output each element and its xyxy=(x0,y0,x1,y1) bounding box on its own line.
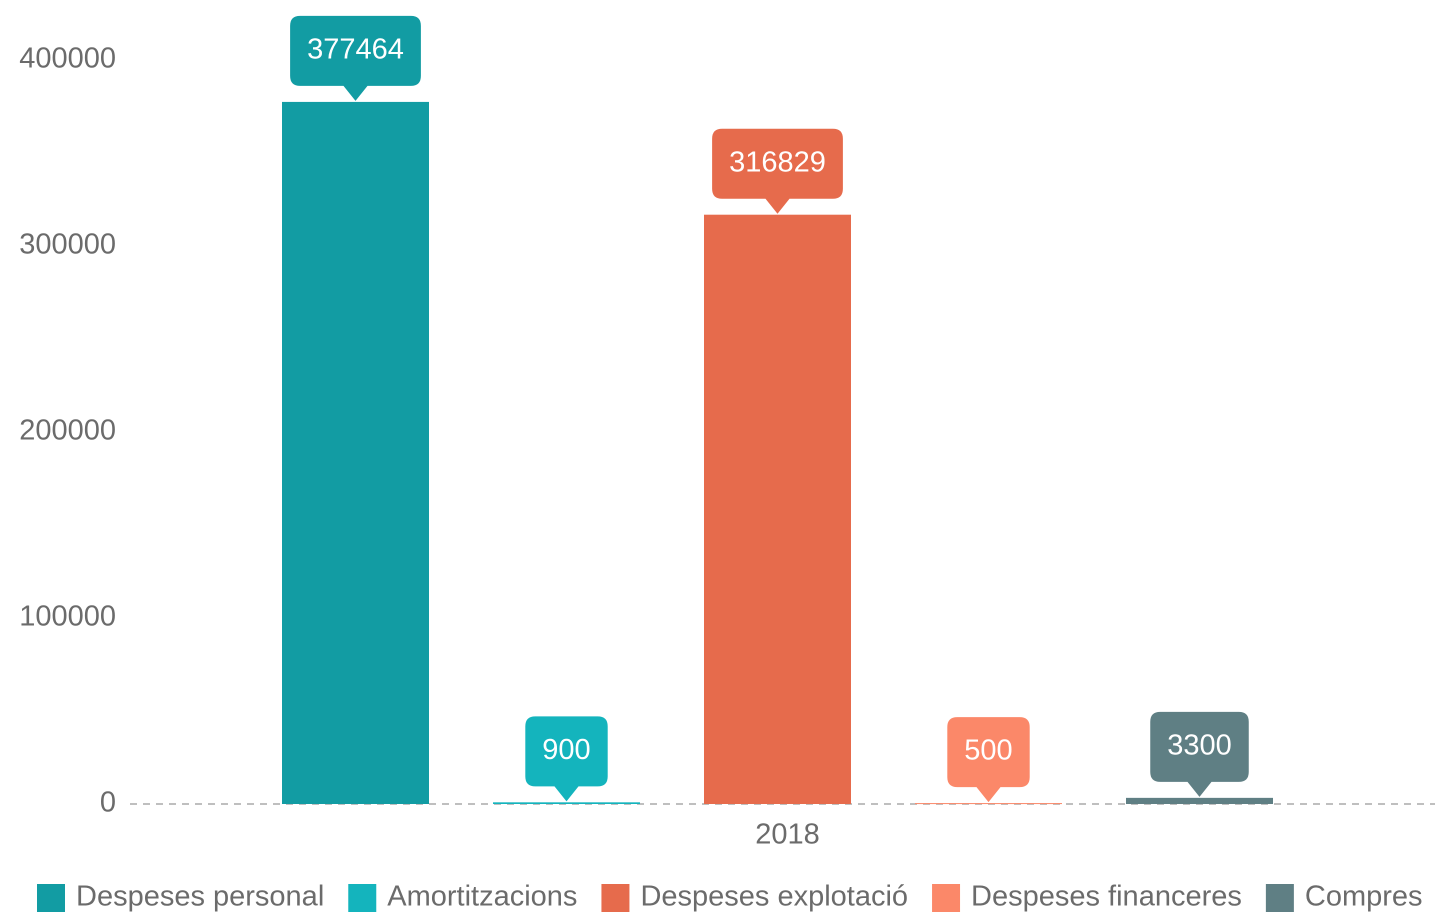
legend-swatch xyxy=(348,884,377,912)
y-tick-label: 300000 xyxy=(19,229,116,261)
data-label-bubble xyxy=(712,128,843,214)
legend-label: Despeses financeres xyxy=(971,881,1242,913)
bar xyxy=(915,803,1062,805)
x-tick-label: 2018 xyxy=(755,819,820,851)
legend-label: Amortitzacions xyxy=(387,881,577,913)
data-label-bubble xyxy=(525,716,608,802)
data-label-text: 3300 xyxy=(1167,730,1232,762)
data-label-text: 900 xyxy=(542,734,590,766)
data-label-bubble xyxy=(1150,711,1249,797)
data-label-text: 316829 xyxy=(729,146,826,178)
y-tick-label: 200000 xyxy=(19,415,116,447)
legend-label: Compres xyxy=(1305,881,1423,913)
legend-swatch xyxy=(932,884,961,912)
legend-label: Despeses explotació xyxy=(640,881,908,913)
bar xyxy=(493,802,640,804)
legend-label: Despeses personal xyxy=(76,881,324,913)
data-label: 500 xyxy=(947,717,1030,803)
data-label: 900 xyxy=(525,716,608,802)
y-tick-label: 0 xyxy=(100,787,116,819)
y-tick-label: 400000 xyxy=(19,43,116,75)
data-label-text: 500 xyxy=(964,735,1012,767)
data-label-bubble xyxy=(290,15,421,101)
bar xyxy=(704,214,851,804)
data-label: 3300 xyxy=(1150,711,1249,797)
data-label-bubble xyxy=(947,717,1030,803)
data-label: 316829 xyxy=(712,128,843,214)
bar xyxy=(282,101,429,804)
data-label: 377464 xyxy=(290,15,421,101)
legend-swatch xyxy=(37,884,65,912)
legend-swatch xyxy=(601,884,630,912)
legend-swatch xyxy=(1265,884,1294,912)
bar xyxy=(1126,797,1273,804)
y-tick-label: 100000 xyxy=(19,601,116,633)
data-label-text: 377464 xyxy=(307,34,404,66)
